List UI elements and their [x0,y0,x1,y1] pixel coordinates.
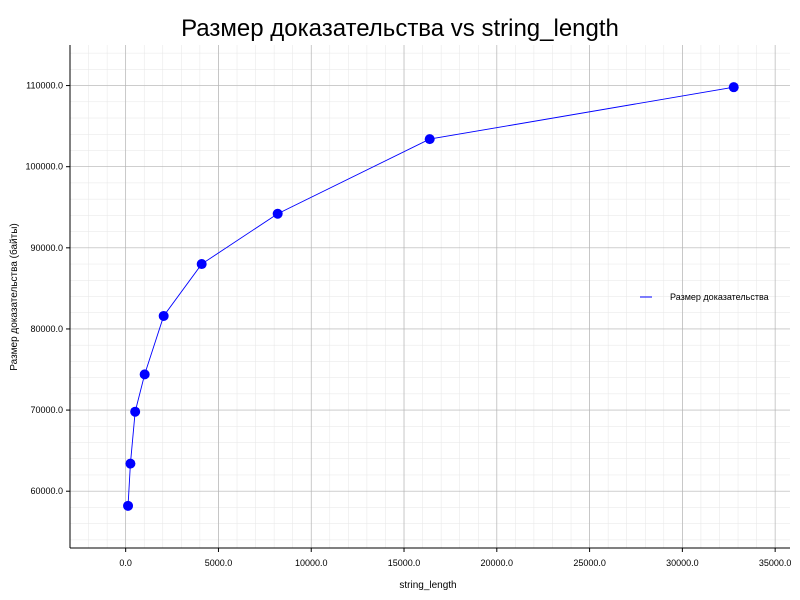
y-tick-label: 90000.0 [30,243,63,253]
legend: Размер доказательства [640,292,769,302]
y-tick-label: 100000.0 [25,162,63,172]
x-axis-label: string_length [399,580,456,591]
series-layer [123,82,739,511]
x-tick-label: 30000.0 [666,558,699,568]
data-point [125,458,136,469]
data-point [424,134,435,145]
x-tick-label: 15000.0 [388,558,421,568]
grid [69,45,790,548]
x-tick-label: 5000.0 [205,558,233,568]
y-tick-label: 80000.0 [30,324,63,334]
x-tick-label: 0.0 [119,558,132,568]
chart-title: Размер доказательства vs string_length [181,15,619,42]
data-point [272,208,283,219]
data-point [728,82,739,93]
data-point [139,369,150,380]
y-tick-label: 60000.0 [30,486,63,496]
y-tick-label: 110000.0 [26,81,63,91]
data-point [158,310,169,321]
y-tick-label: 70000.0 [30,405,63,415]
data-point [196,259,207,270]
data-point [130,406,141,417]
x-tick-label: 25000.0 [573,558,606,568]
x-tick-label: 10000.0 [295,558,328,568]
data-point [123,500,134,511]
x-tick-label: 20000.0 [481,558,514,568]
axes [66,45,790,552]
legend-label: Размер доказательства [670,292,769,302]
x-tick-label: 35000.0 [759,558,792,568]
y-axis-label: Размер доказательства (байты) [8,223,20,370]
tick-labels: 0.0 5000.0 10000.0 15000.0 20000.0 25000.0 300… [25,81,791,568]
